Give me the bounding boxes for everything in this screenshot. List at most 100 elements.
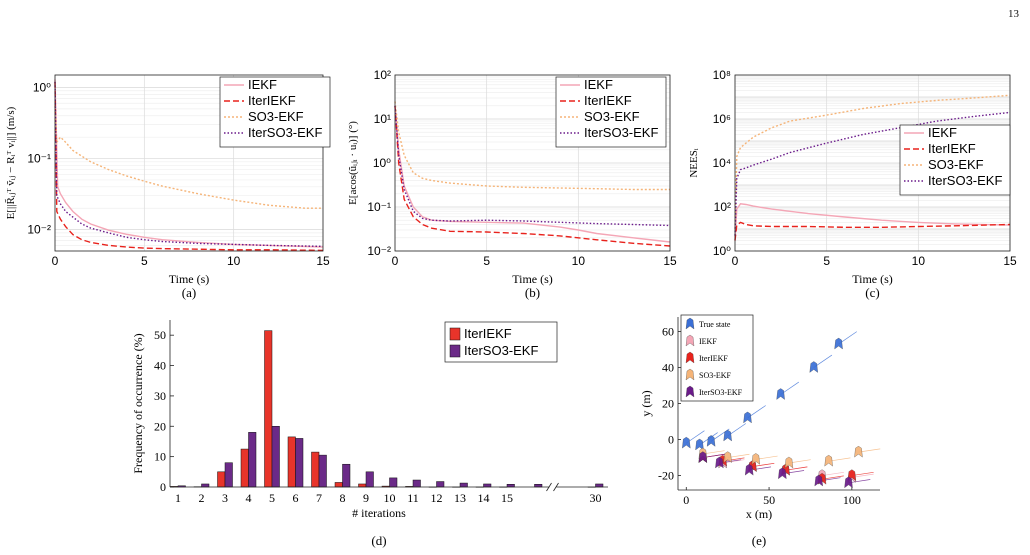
y-tick-label: 10⁰	[33, 81, 51, 95]
legend-label-iterso3-ekf: IterSO3-EKF	[928, 173, 1002, 188]
caption: (d)	[371, 533, 386, 548]
marker-true-state	[723, 429, 732, 442]
series-line-iekf	[734, 203, 1011, 241]
x-tick-label: 0	[732, 254, 739, 268]
legend-label-so3-ekf: SO3-EKF	[584, 109, 640, 124]
series-line-iteriekf	[54, 81, 324, 252]
legend-box	[555, 76, 667, 148]
x-tick-label: 10	[912, 254, 926, 268]
x-tick-label: 14	[478, 491, 490, 505]
legend-label-iekf: IEKF	[699, 337, 717, 346]
y-tick-label: 10⁻¹	[27, 152, 51, 166]
y-tick-label: 10⁰	[373, 156, 391, 170]
bar-iterso3-ekf	[483, 483, 492, 488]
heading-line	[702, 450, 725, 455]
series-line-iteriekf	[734, 221, 1011, 241]
x-tick-label: 10	[572, 254, 586, 268]
plot-frame	[394, 74, 671, 252]
x-tick-label: 3	[222, 491, 228, 505]
legend-label-iekf: IEKF	[248, 77, 277, 92]
marker-true-state	[834, 337, 843, 350]
bar-iterso3-ekf	[271, 426, 280, 488]
bar-iteriekf	[264, 330, 273, 488]
legend-label-iekf: IEKF	[928, 125, 957, 140]
heading-line	[851, 471, 874, 476]
heading-line	[785, 466, 808, 471]
x-tick-label: 15	[663, 254, 677, 268]
heading-line	[755, 455, 778, 460]
legend-label-iteriekf: IterIEKF	[248, 93, 296, 108]
y-tick-label: 10¹	[374, 112, 391, 126]
marker-so3-ekf	[751, 453, 761, 465]
marker-so3-ekf	[723, 451, 732, 463]
y-tick-label: 10⁶	[713, 112, 731, 126]
x-tick-label: 15	[1003, 254, 1017, 268]
legend-label-iteriekf: IterIEKF	[584, 93, 632, 108]
heading-line	[821, 471, 844, 476]
y-tick-label: 50	[154, 328, 166, 342]
x-tick-label: 30	[590, 491, 602, 505]
y-tick-label: 0	[160, 480, 166, 494]
y-tick-label: 10⁻¹	[367, 200, 391, 214]
marker-true-state	[706, 435, 716, 447]
chart-b: 0 5 10 15 10⁻² 10⁻¹ 10⁰ 10¹ 10² Time (s) E[acos(ũᵢ…	[347, 68, 677, 300]
y-tick-label: 20	[662, 397, 674, 411]
heading-line	[848, 479, 871, 484]
marker-so3-ekf	[824, 454, 833, 467]
caption: (b)	[525, 285, 540, 300]
caption: (e)	[752, 533, 766, 548]
y-tick-label: 40	[154, 359, 166, 373]
y-axis-label: E[acos(ũᵢⱼᵢ · uᵢ)] (°)	[347, 121, 359, 205]
series-line-iekf	[394, 105, 671, 243]
legend-label-iekf: IEKF	[584, 77, 613, 92]
bar-iterso3-ekf	[412, 479, 421, 488]
y-tick-label: 10⁰	[713, 244, 731, 258]
y-tick-label: 20	[154, 419, 166, 433]
legend-label-iterso3-ekf: IterSO3-EKF	[584, 125, 658, 140]
x-tick-label: 15	[316, 254, 330, 268]
x-tick-label: 10	[227, 254, 241, 268]
bar-iteriekf	[217, 471, 226, 488]
series-line-iterso3-ekf	[54, 81, 324, 248]
y-tick-label: 30	[154, 389, 166, 403]
legend-label-so3-ekf: SO3-EKF	[699, 371, 732, 380]
marker-iterso3-ekf	[844, 476, 853, 489]
x-tick-label: 0	[683, 493, 689, 507]
bar-iterso3-ekf	[534, 484, 543, 488]
bar-iterso3-ekf	[224, 462, 233, 488]
bar-iterso3-ekf	[318, 454, 327, 488]
y-tick-label: 40	[662, 360, 674, 374]
bar-iterso3-ekf	[595, 483, 604, 488]
legend-swatch-iteriekf	[685, 351, 695, 364]
heading-line	[828, 457, 851, 462]
series-line-iterso3-ekf	[394, 105, 671, 227]
bar-iteriekf	[240, 448, 249, 488]
y-axis-label: E[||R̃ᵢⱼᵀ ṽᵢⱼ − Rᵢᵀ vᵢ||] (m/s)	[4, 106, 17, 219]
marker-true-state	[809, 361, 818, 373]
legend-swatch-so3-ekf	[685, 368, 695, 381]
x-tick-label: 5	[823, 254, 830, 268]
heading-line	[752, 462, 775, 467]
x-tick-label: 0	[52, 254, 59, 268]
bar-iterso3-ekf	[506, 484, 515, 488]
marker-iterso3-ekf	[698, 451, 708, 463]
y-axis-label: y (m)	[639, 390, 653, 416]
bar-iterso3-ekf	[201, 483, 210, 488]
bar-iterso3-ekf	[248, 432, 257, 488]
marker-true-state	[695, 438, 704, 451]
y-tick-label: 0	[668, 433, 674, 447]
series-line-so3-ekf	[394, 101, 670, 191]
x-tick-label: 6	[293, 491, 299, 505]
legend-swatch-iterso3-ekf	[685, 385, 695, 398]
legend-label-iterso3-ekf: IterSO3-EKF	[699, 388, 743, 397]
x-tick-label: 2	[199, 491, 205, 505]
x-tick-label: 5	[141, 254, 148, 268]
x-tick-label: 12	[431, 491, 443, 505]
series-line-iterso3-ekf	[734, 111, 1011, 236]
y-tick-label: 10⁻²	[27, 223, 51, 237]
y-tick-label: 10⁴	[712, 156, 731, 170]
marker-iterso3-ekf	[778, 467, 787, 480]
x-tick-label: 5	[483, 254, 490, 268]
y-tick-label: 60	[662, 324, 674, 338]
x-tick-label: 13	[454, 491, 466, 505]
